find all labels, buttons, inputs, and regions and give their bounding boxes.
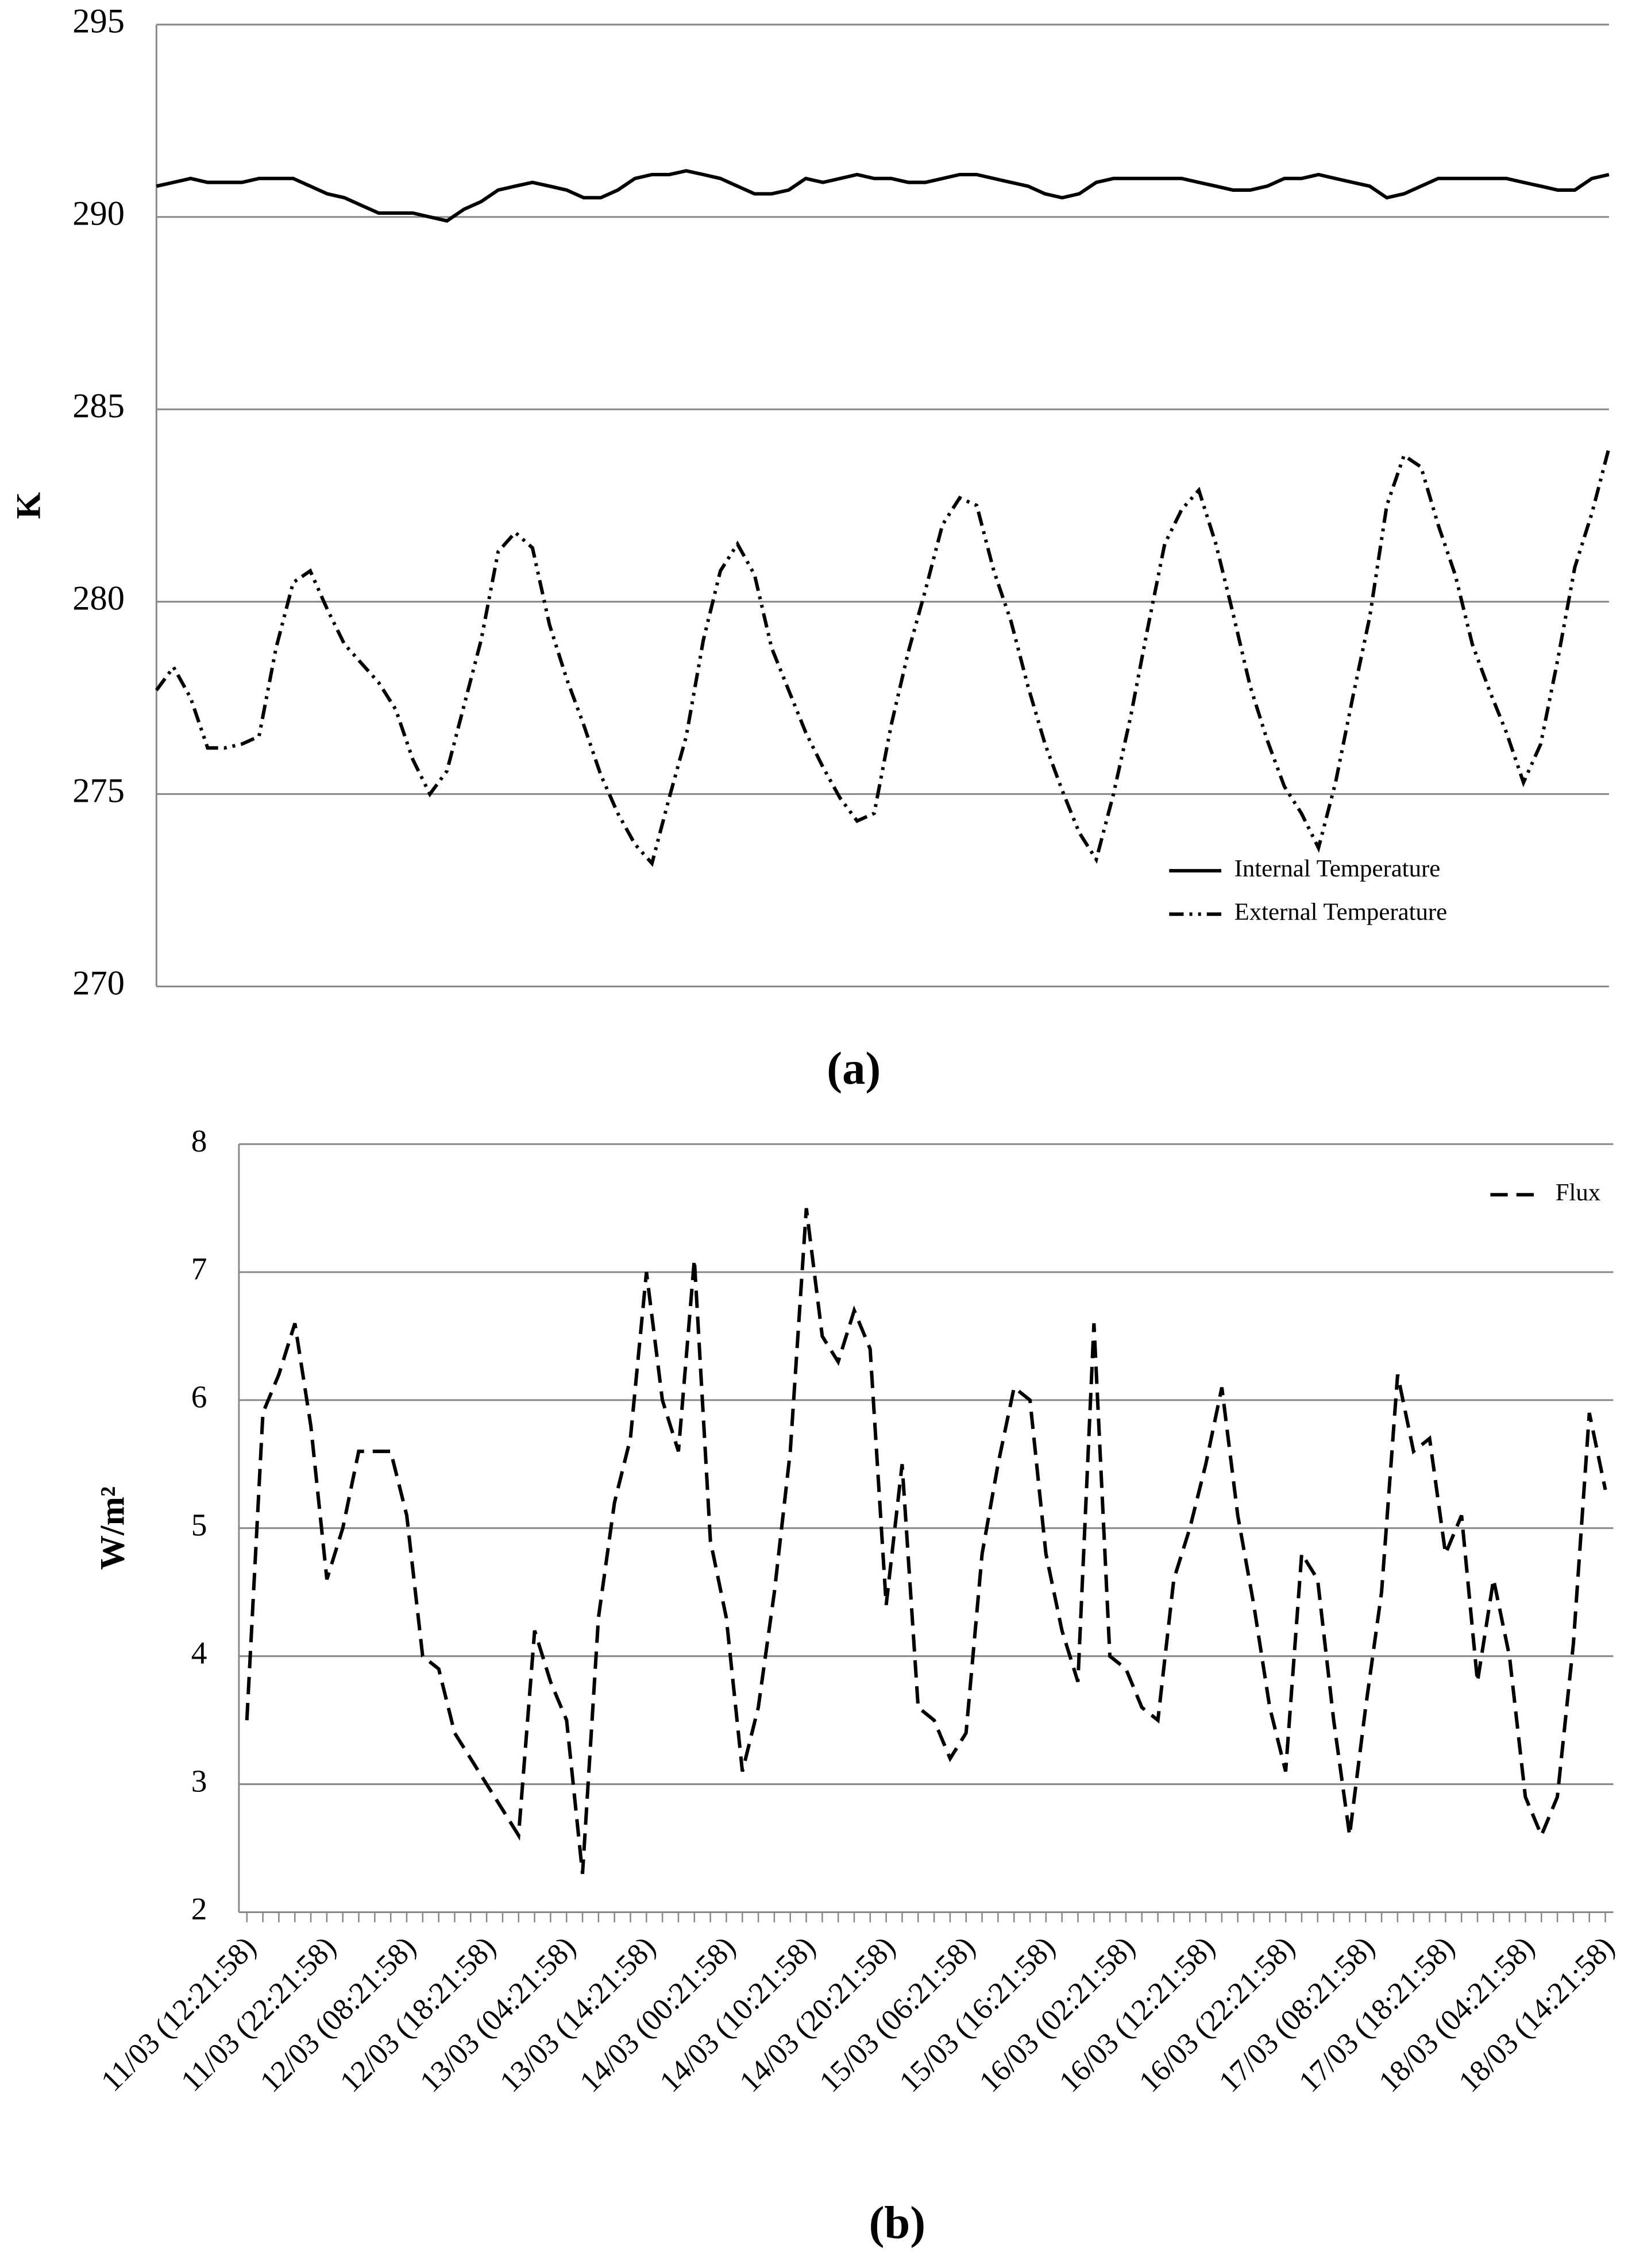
y-tick-label: 285 bbox=[72, 387, 125, 426]
data-line bbox=[155, 447, 1611, 867]
y-axis-title: K bbox=[10, 492, 48, 519]
y-tick-label: 4 bbox=[191, 1635, 207, 1670]
y-tick-label: 275 bbox=[72, 772, 125, 810]
y-axis-title: W/m² bbox=[94, 1486, 132, 1570]
y-tick-label: 6 bbox=[191, 1380, 207, 1415]
legend-label: Flux bbox=[1556, 1179, 1601, 1206]
y-tick-label: 2 bbox=[191, 1891, 207, 1926]
data-line bbox=[245, 1208, 1607, 1875]
y-tick-label: 280 bbox=[72, 579, 125, 618]
y-tick-label: 295 bbox=[72, 2, 125, 41]
y-tick-label: 5 bbox=[191, 1508, 207, 1543]
y-tick-label: 3 bbox=[191, 1763, 207, 1798]
panel-caption: (a) bbox=[827, 1043, 881, 1094]
legend-label: Internal Temperature bbox=[1234, 855, 1441, 882]
legend-label: External Temperature bbox=[1234, 899, 1448, 926]
y-tick-label: 290 bbox=[72, 195, 125, 233]
data-line bbox=[156, 169, 1610, 223]
y-tick-label: 7 bbox=[191, 1251, 207, 1286]
y-tick-label: 8 bbox=[191, 1123, 207, 1158]
y-tick-label: 270 bbox=[72, 964, 125, 1002]
panel-caption: (b) bbox=[869, 2197, 925, 2248]
